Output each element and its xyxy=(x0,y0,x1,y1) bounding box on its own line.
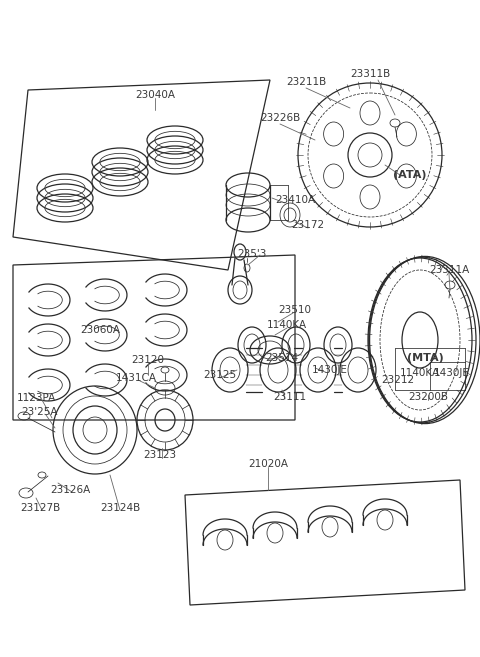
Text: 1140KA: 1140KA xyxy=(267,320,307,330)
Text: 1430JE: 1430JE xyxy=(434,368,470,378)
Text: 1431CA: 1431CA xyxy=(116,373,156,383)
Text: 23125: 23125 xyxy=(204,370,237,380)
Text: 23111: 23111 xyxy=(274,392,307,402)
Text: 1140KA: 1140KA xyxy=(400,368,440,378)
Text: 23311B: 23311B xyxy=(350,69,390,79)
Text: 23124B: 23124B xyxy=(100,503,140,513)
Text: 23120: 23120 xyxy=(132,355,165,365)
Text: 23126A: 23126A xyxy=(50,485,90,495)
Text: 1430JE: 1430JE xyxy=(312,365,348,375)
Text: 23'25A: 23'25A xyxy=(22,407,58,417)
Text: 21020A: 21020A xyxy=(248,459,288,469)
Text: 23510: 23510 xyxy=(278,305,312,315)
Text: 1123PA: 1123PA xyxy=(16,393,56,403)
Text: 23172: 23172 xyxy=(291,220,324,230)
Text: 23311A: 23311A xyxy=(429,265,469,275)
Text: 23514: 23514 xyxy=(265,353,299,363)
Text: 23060A: 23060A xyxy=(80,325,120,335)
Text: (MTA): (MTA) xyxy=(407,353,444,363)
Text: 23410A: 23410A xyxy=(275,195,315,205)
Text: 23040A: 23040A xyxy=(135,90,175,100)
Text: 235'3: 235'3 xyxy=(237,249,267,259)
Text: 23127B: 23127B xyxy=(20,503,60,513)
Text: 23212: 23212 xyxy=(382,375,415,385)
Text: 23200B: 23200B xyxy=(408,392,448,402)
Text: 23211B: 23211B xyxy=(286,77,326,87)
Text: 23123: 23123 xyxy=(144,450,177,460)
Text: 23226B: 23226B xyxy=(260,113,300,123)
Text: (ATA): (ATA) xyxy=(393,170,427,180)
